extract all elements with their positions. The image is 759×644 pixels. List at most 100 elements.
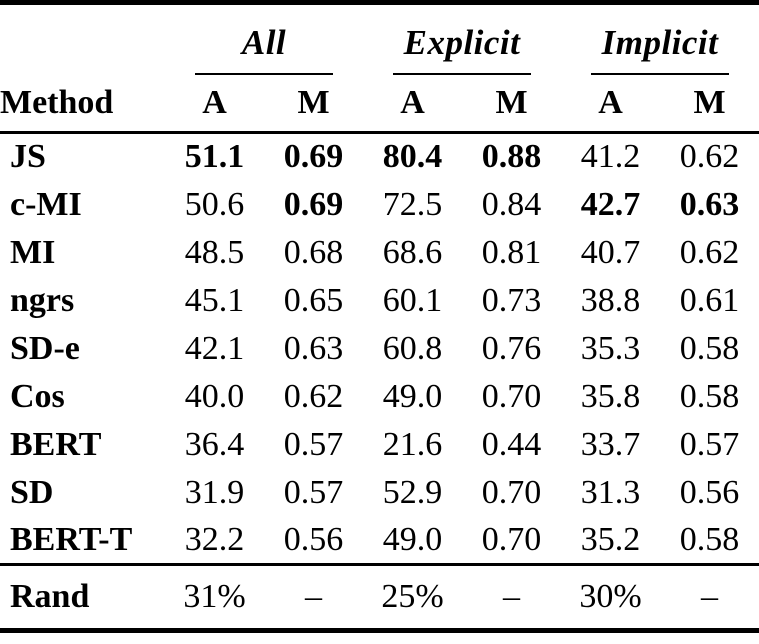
- table-cell: 0.84: [481, 185, 542, 223]
- table-row: MI 48.5 0.68 68.6 0.81 40.7 0.62: [0, 229, 759, 277]
- table-cell: 0.61: [679, 281, 740, 319]
- table-cell: 0.58: [679, 329, 740, 367]
- subheader-all-m: M: [264, 74, 363, 134]
- table-footer: Rand 31% – 25% – 30% –: [0, 563, 759, 631]
- method-column-header: Method: [0, 74, 165, 134]
- method-label: ngrs: [10, 281, 75, 319]
- table-cell: 72.5: [382, 185, 443, 223]
- table-cell: 0.70: [481, 473, 542, 511]
- subheader-implicit-m: M: [660, 74, 759, 134]
- method-label: SD: [10, 473, 54, 511]
- table-row: Cos 40.0 0.62 49.0 0.70 35.8 0.58: [0, 373, 759, 421]
- table-cell: 31%: [165, 563, 264, 631]
- method-label: BERT: [10, 425, 102, 463]
- table-cell: 68.6: [382, 233, 443, 271]
- table-cell: 60.8: [382, 329, 443, 367]
- group-label-explicit: Explicit: [403, 22, 521, 62]
- table-cell: 49.0: [382, 520, 443, 558]
- table-cell: 0.62: [679, 138, 740, 176]
- method-label: Cos: [10, 377, 65, 415]
- table-cell: 0.57: [283, 473, 344, 511]
- table-cell: 42.1: [184, 329, 245, 367]
- subheader-implicit-a: A: [561, 74, 660, 134]
- table-cell: 40.0: [184, 377, 245, 415]
- table-cell: 31.9: [184, 473, 245, 511]
- table-cell: 0.57: [679, 425, 740, 463]
- table-cell: 0.58: [679, 377, 740, 415]
- group-header-row: All Explicit Implicit: [0, 3, 759, 75]
- method-label: BERT-T: [10, 520, 133, 558]
- table-cell: –: [264, 563, 363, 631]
- table-cell: 0.65: [283, 281, 344, 319]
- table-cell: 51.1: [184, 138, 245, 176]
- table-cell: –: [660, 563, 759, 631]
- table-cell: 0.68: [283, 233, 344, 271]
- table-row: SD 31.9 0.57 52.9 0.70 31.3 0.56: [0, 469, 759, 517]
- table-body: JS 51.1 0.69 80.4 0.88 41.2 0.62 c-MI 50…: [0, 133, 759, 565]
- table-cell: 38.8: [580, 281, 641, 319]
- table-cell: 25%: [363, 563, 462, 631]
- table-cell: 30%: [561, 563, 660, 631]
- table-cell: 35.8: [580, 377, 641, 415]
- table-row: BERT 36.4 0.57 21.6 0.44 33.7 0.57: [0, 421, 759, 469]
- method-label: c-MI: [10, 185, 82, 223]
- table-cell: 31.3: [580, 473, 641, 511]
- table-cell: 0.70: [481, 520, 542, 558]
- table-cell: –: [462, 563, 561, 631]
- table-cell: 50.6: [184, 185, 245, 223]
- table-cell: 0.69: [283, 138, 344, 176]
- method-label: SD-e: [10, 329, 80, 367]
- group-label-all: All: [241, 22, 287, 62]
- table-cell: 35.3: [580, 329, 641, 367]
- table-cell: 0.58: [679, 520, 740, 558]
- table-row: SD-e 42.1 0.63 60.8 0.76 35.3 0.58: [0, 325, 759, 373]
- table-cell: 0.44: [481, 425, 542, 463]
- table-cell: 48.5: [184, 233, 245, 271]
- group-header-explicit: Explicit: [363, 3, 561, 75]
- table-cell: 0.63: [283, 329, 344, 367]
- subheader-row: Method A M A M A M: [0, 74, 759, 134]
- group-header-spacer: [0, 3, 165, 75]
- group-rule-implicit: [591, 72, 729, 75]
- group-label-implicit: Implicit: [601, 22, 719, 62]
- subheader-explicit-a: A: [363, 74, 462, 134]
- table-cell: 0.88: [481, 138, 542, 176]
- table-cell: 42.7: [580, 185, 641, 223]
- table-cell: 33.7: [580, 425, 641, 463]
- table-cell: 80.4: [382, 138, 443, 176]
- table-row: ngrs 45.1 0.65 60.1 0.73 38.8 0.61: [0, 277, 759, 325]
- table-cell: 0.81: [481, 233, 542, 271]
- table-cell: 40.7: [580, 233, 641, 271]
- table-cell: 52.9: [382, 473, 443, 511]
- table-cell: 0.76: [481, 329, 542, 367]
- method-label: Rand: [0, 563, 165, 631]
- table-cell: 0.69: [283, 185, 344, 223]
- method-label: MI: [10, 233, 56, 271]
- table-cell: 36.4: [184, 425, 245, 463]
- table-cell: 0.62: [283, 377, 344, 415]
- table-cell: 45.1: [184, 281, 245, 319]
- group-header-all: All: [165, 3, 363, 75]
- table-header: All Explicit Implicit: [0, 3, 759, 134]
- table-cell: 0.56: [679, 473, 740, 511]
- table-cell: 60.1: [382, 281, 443, 319]
- table-cell: 35.2: [580, 520, 641, 558]
- table-cell: 0.57: [283, 425, 344, 463]
- table-row: JS 51.1 0.69 80.4 0.88 41.2 0.62: [0, 133, 759, 181]
- group-rule-all: [195, 72, 333, 75]
- table-cell: 41.2: [580, 138, 641, 176]
- group-header-implicit: Implicit: [561, 3, 759, 75]
- subheader-explicit-m: M: [462, 74, 561, 134]
- table-cell: 0.73: [481, 281, 542, 319]
- table-cell: 49.0: [382, 377, 443, 415]
- table-cell: 0.62: [679, 233, 740, 271]
- table-cell: 21.6: [382, 425, 443, 463]
- table-row: c-MI 50.6 0.69 72.5 0.84 42.7 0.63: [0, 181, 759, 229]
- subheader-all-a: A: [165, 74, 264, 134]
- table-cell: 0.56: [283, 520, 344, 558]
- table-cell: 32.2: [184, 520, 245, 558]
- table-cell: 0.70: [481, 377, 542, 415]
- method-label: JS: [10, 138, 46, 176]
